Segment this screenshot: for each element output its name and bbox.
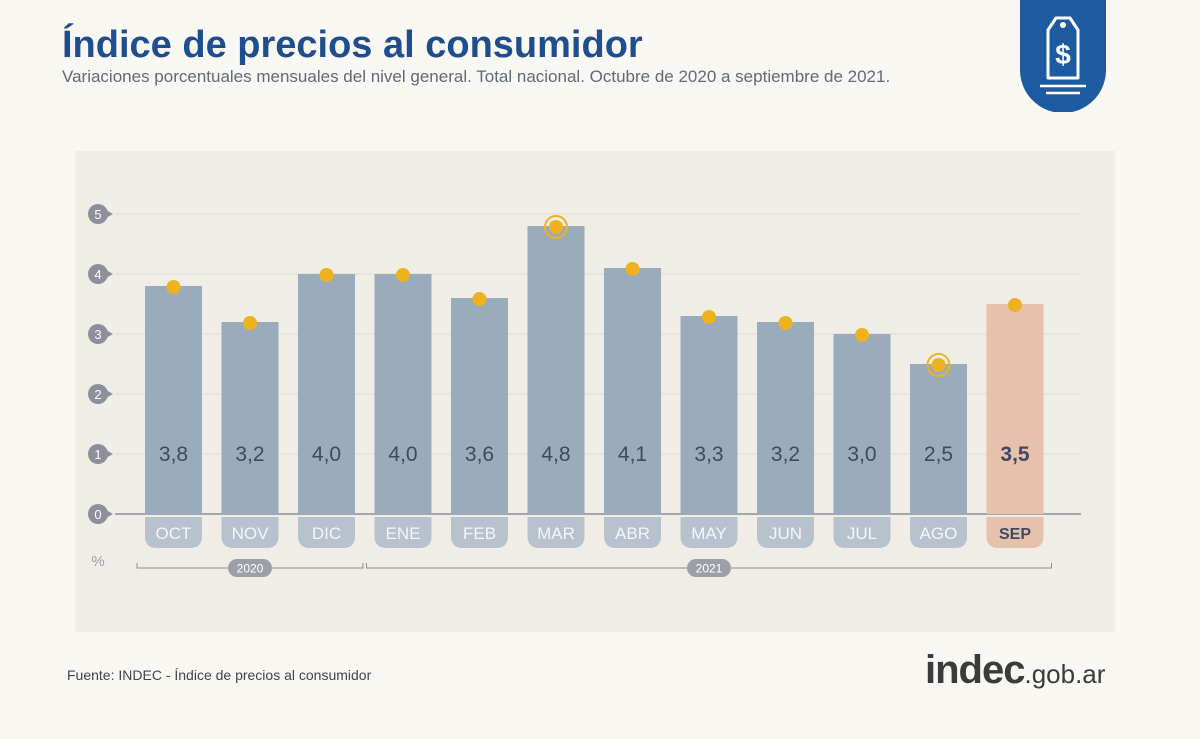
x-tick-label: NOV xyxy=(232,524,270,543)
month-pill xyxy=(604,517,661,548)
x-tick-label: JUL xyxy=(847,524,877,543)
data-point xyxy=(549,220,563,234)
badge-symbol: $ xyxy=(1055,39,1071,70)
y-tick-pointer xyxy=(106,450,113,458)
y-tick-marker xyxy=(88,324,108,344)
bar-may xyxy=(680,316,738,514)
month-pill xyxy=(986,517,1044,548)
year-label: 2021 xyxy=(696,562,723,576)
y-tick-label: 2 xyxy=(94,387,101,402)
month-pill xyxy=(145,517,202,548)
page-subtitle: Variaciones porcentuales mensuales del n… xyxy=(62,67,891,86)
data-label: 3,5 xyxy=(1000,443,1030,466)
y-tick-label: 5 xyxy=(94,207,101,222)
data-point xyxy=(396,268,410,282)
bar-sep xyxy=(986,304,1044,514)
x-tick-label: ABR xyxy=(615,524,650,543)
y-tick-label: 1 xyxy=(94,447,101,462)
year-pill xyxy=(228,559,272,577)
data-point xyxy=(166,280,181,294)
bar-nov xyxy=(221,322,279,514)
y-tick-marker xyxy=(88,264,108,284)
bar-oct xyxy=(145,286,202,514)
data-label: 3,2 xyxy=(771,443,800,466)
data-label: 2,5 xyxy=(924,443,953,466)
x-tick-label: SEP xyxy=(999,526,1031,543)
brand-domain: .gob.ar xyxy=(1024,659,1106,689)
month-pill xyxy=(757,517,814,548)
data-point xyxy=(855,328,869,342)
month-pill xyxy=(527,517,585,548)
bar-abr xyxy=(604,268,661,514)
y-tick-marker xyxy=(88,444,108,464)
data-label: 4,0 xyxy=(388,443,417,466)
y-tick-marker xyxy=(88,384,108,404)
bar-feb xyxy=(451,298,508,514)
data-label: 3,2 xyxy=(235,443,264,466)
extreme-ring xyxy=(926,353,951,377)
brand-main: indec xyxy=(925,648,1025,692)
data-label: 4,1 xyxy=(618,443,647,466)
data-point xyxy=(931,358,946,372)
bar-chart: 0 1 2 3 4 5 3,8 OCT 3,2 NOV 4,0 DIC 4,0 ENE 3,6 FEB 4,8 M… xyxy=(88,204,1081,577)
page-title: Índice de precios al consumidor xyxy=(62,24,643,66)
chart-panel: 0 1 2 3 4 5 3,8 OCT 3,2 NOV 4,0 DIC 4,0 ENE 3,6 FEB 4,8 M… xyxy=(75,151,1115,632)
indec-logo: indec.gob.ar xyxy=(925,648,1105,693)
y-tick-marker xyxy=(88,504,108,524)
data-label: 3,6 xyxy=(465,443,494,466)
x-tick-label: MAY xyxy=(691,524,727,543)
x-tick-label: DIC xyxy=(312,524,341,543)
data-point xyxy=(778,316,793,330)
year-label: 2020 xyxy=(237,562,264,576)
price-tag-icon: $ xyxy=(1020,0,1106,112)
month-pill xyxy=(680,517,738,548)
data-point xyxy=(472,292,487,306)
bar-jun xyxy=(757,322,814,514)
data-label: 4,0 xyxy=(312,443,341,466)
data-label: 3,8 xyxy=(159,443,188,466)
x-tick-label: OCT xyxy=(156,524,192,543)
month-pill xyxy=(910,517,967,548)
x-tick-label: MAR xyxy=(537,524,575,543)
bar-dic xyxy=(298,274,355,514)
bar-ene xyxy=(374,274,432,514)
data-label: 3,0 xyxy=(847,443,876,466)
month-pill xyxy=(374,517,432,548)
month-pill xyxy=(833,517,891,548)
bar-mar xyxy=(527,226,585,514)
x-tick-label: ENE xyxy=(386,524,421,543)
x-tick-label: AGO xyxy=(920,524,958,543)
data-point xyxy=(625,262,640,276)
data-point xyxy=(319,268,334,282)
source-note: Fuente: INDEC - Índice de precios al con… xyxy=(67,667,372,683)
data-point xyxy=(243,316,257,330)
y-axis-label: % xyxy=(91,553,104,570)
month-pill xyxy=(451,517,508,548)
x-tick-label: JUN xyxy=(769,524,802,543)
y-tick-pointer xyxy=(106,330,113,338)
y-tick-pointer xyxy=(106,390,113,398)
y-tick-pointer xyxy=(106,270,113,278)
y-tick-marker xyxy=(88,204,108,224)
y-tick-pointer xyxy=(106,510,113,518)
month-pill xyxy=(221,517,279,548)
extreme-ring xyxy=(544,215,568,239)
bar-jul xyxy=(833,334,891,514)
year-pill xyxy=(687,559,731,577)
month-pill xyxy=(298,517,355,548)
data-point xyxy=(1008,298,1022,312)
y-tick-label: 4 xyxy=(94,267,101,282)
x-tick-label: FEB xyxy=(463,524,496,543)
data-label: 3,3 xyxy=(694,443,723,466)
bar-ago xyxy=(910,364,967,514)
y-tick-label: 3 xyxy=(94,327,101,342)
y-tick-label: 0 xyxy=(94,507,101,522)
y-tick-pointer xyxy=(106,210,113,218)
data-point xyxy=(702,310,716,324)
data-label: 4,8 xyxy=(541,443,570,466)
